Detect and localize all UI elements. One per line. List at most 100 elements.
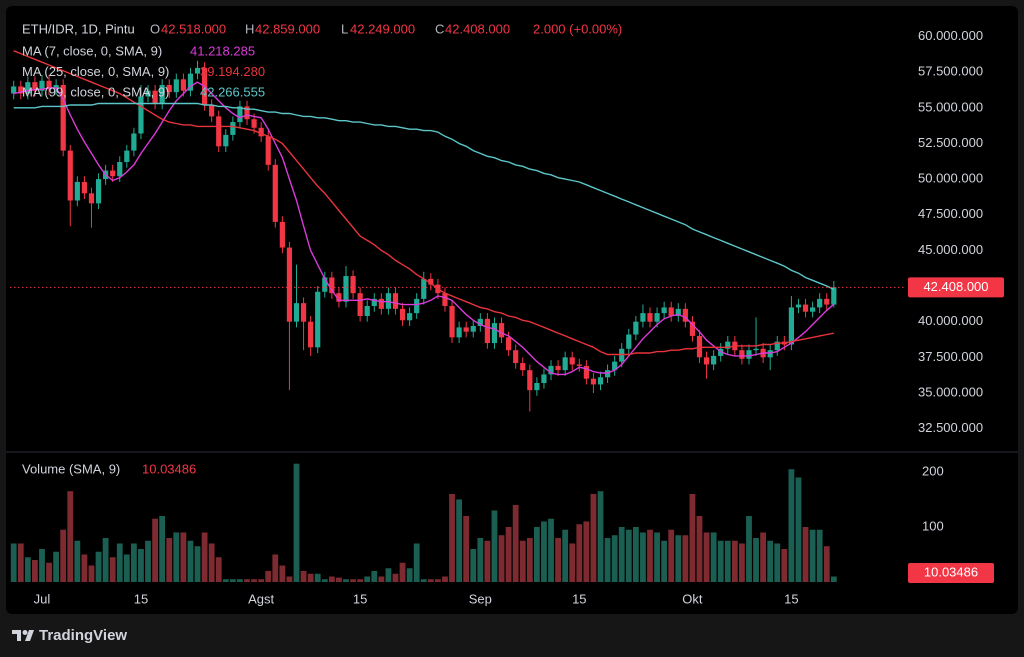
ohlc-label: O xyxy=(150,21,160,36)
legend-name: MA (99, close, 0, SMA, 9) xyxy=(22,84,169,99)
candle-body xyxy=(216,116,222,147)
candle-body xyxy=(477,318,483,326)
volume-bar xyxy=(611,535,618,582)
candle-body xyxy=(223,134,229,147)
volume-bar xyxy=(378,576,385,582)
volume-bar xyxy=(519,540,526,582)
volume-bar xyxy=(208,543,215,582)
volume-sma-value: 10.03486 xyxy=(142,461,196,476)
volume-bar xyxy=(809,529,816,582)
volume-bar xyxy=(343,579,349,582)
candle-body xyxy=(392,293,399,309)
volume-bar xyxy=(116,543,123,582)
volume-bar xyxy=(336,577,342,582)
volume-sma-badge xyxy=(908,563,994,583)
plot-area: 32.500.000 35.000.000 37.500.000 40.000.000… xyxy=(10,28,983,606)
y-tick-label: 47.500.000 xyxy=(918,206,983,221)
volume-bar xyxy=(731,540,738,582)
volume-bar xyxy=(760,532,767,582)
volume-bar xyxy=(576,524,583,582)
candle-body xyxy=(378,298,384,309)
volume-bar xyxy=(138,548,144,582)
y-tick-label: 60.000.000 xyxy=(918,28,983,43)
volume-bar xyxy=(526,537,533,582)
x-tick-label: Okt xyxy=(682,591,703,606)
candle-body xyxy=(110,170,116,177)
candle-body xyxy=(152,90,158,104)
ohlc-label: L xyxy=(341,21,348,36)
candle-body xyxy=(810,307,816,312)
ohlc-value: 42.518.000 xyxy=(161,21,226,36)
candle-body xyxy=(364,306,370,316)
volume-bar xyxy=(88,565,95,582)
volume-bar xyxy=(491,510,498,582)
volume-bar xyxy=(159,515,166,582)
candle-body xyxy=(626,334,632,349)
candle-body xyxy=(774,341,780,351)
legend-value: 41.218.285 xyxy=(190,43,255,58)
volume-bar xyxy=(795,477,802,582)
ma-line xyxy=(13,102,835,291)
volume-bar xyxy=(774,543,781,582)
candle-body xyxy=(209,104,215,117)
legend-name: MA (25, close, 0, SMA, 9) xyxy=(22,64,169,79)
y-tick-label: 35.000.000 xyxy=(918,384,983,399)
volume-bar xyxy=(604,537,611,582)
candle-body xyxy=(442,293,448,306)
volume-bar xyxy=(717,540,724,582)
candle-body xyxy=(555,365,561,371)
ohlc-label: C xyxy=(435,21,444,36)
volume-bar xyxy=(237,579,243,582)
volume-bar xyxy=(746,515,752,582)
volume-bar xyxy=(569,543,576,582)
candle-body xyxy=(81,181,87,194)
ma-line xyxy=(13,81,835,376)
volume-bar xyxy=(194,546,201,582)
y-tick-label: 52.500.000 xyxy=(918,135,983,150)
volume-bar xyxy=(350,579,356,582)
candle-body xyxy=(576,364,582,366)
volume-bar xyxy=(17,543,24,582)
x-tick-label: 15 xyxy=(572,591,586,606)
volume-bar xyxy=(244,579,250,582)
candle-body xyxy=(60,85,66,151)
x-tick-label: Sep xyxy=(469,591,492,606)
candle-body xyxy=(498,323,505,338)
candle-body xyxy=(399,308,406,321)
candle-body xyxy=(166,85,172,93)
candle-body xyxy=(824,298,830,305)
candle-body xyxy=(604,370,611,378)
volume-bar xyxy=(632,526,639,582)
candle-body xyxy=(315,291,321,348)
logo-icon xyxy=(12,630,21,641)
volume-bar xyxy=(498,535,505,582)
volume-bar xyxy=(689,493,696,582)
candle-body xyxy=(237,106,243,123)
symbol: ETH/IDR, 1D, Pintu xyxy=(22,21,135,36)
x-tick-label: Agst xyxy=(248,591,274,606)
volume-bar xyxy=(46,562,52,582)
volume-bar xyxy=(449,493,455,582)
volume-bar xyxy=(548,518,554,582)
candle-body xyxy=(300,303,307,322)
candle-body xyxy=(350,276,356,294)
candle-body xyxy=(88,193,95,204)
volume-bar xyxy=(597,491,604,582)
candle-body xyxy=(802,304,809,312)
candle-body xyxy=(456,327,462,338)
candle-body xyxy=(145,90,151,97)
volume-bar xyxy=(477,537,484,582)
candle-body xyxy=(689,321,696,336)
candle-body xyxy=(421,278,427,299)
candle-body xyxy=(527,370,533,391)
volume-bar xyxy=(399,562,406,582)
x-tick-label: 15 xyxy=(784,591,798,606)
candle-body xyxy=(279,221,285,248)
candle-body xyxy=(131,133,137,151)
candle-body xyxy=(67,150,73,201)
candle-body xyxy=(583,365,589,379)
volume-bar xyxy=(357,579,364,582)
volume-bar xyxy=(788,469,795,582)
volume-bar xyxy=(109,557,116,582)
candle-body xyxy=(675,308,681,316)
